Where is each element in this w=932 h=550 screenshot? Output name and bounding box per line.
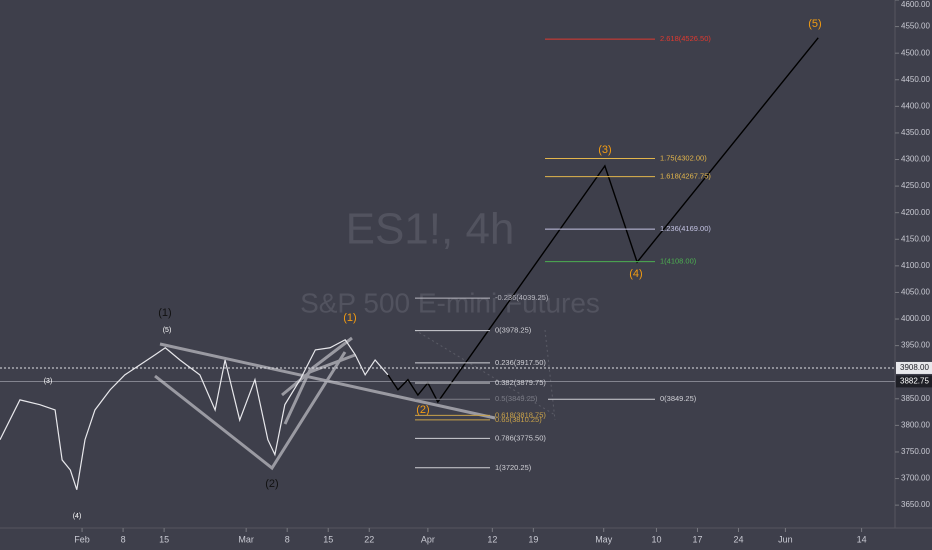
fib-label: -0.236(4039.25) [495, 293, 549, 302]
x-tick-label: 17 [692, 534, 702, 544]
fib-label: 1.618(4267.75) [660, 172, 711, 181]
price-line [0, 338, 389, 490]
wave-label: (2) [265, 478, 278, 490]
fib-label: 0.236(3917.50) [495, 358, 546, 367]
fib-label: 1.236(4169.00) [660, 224, 711, 233]
x-tick-label: 22 [364, 534, 374, 544]
fib-guides [414, 329, 556, 421]
wedge-line [154, 351, 347, 471]
wave-label: (4) [73, 513, 82, 520]
fib-label: 0(3978.25) [495, 326, 532, 335]
fib-label: 0(3849.25) [660, 394, 697, 403]
x-tick-label: Feb [74, 534, 90, 544]
y-tick-label: 4350.00 [901, 128, 930, 137]
guide [414, 329, 556, 416]
fib-label: 0.5(3849.25) [495, 394, 538, 403]
x-tick-label: 8 [285, 534, 290, 544]
fib-label: 1(3720.25) [495, 463, 532, 472]
y-tick-label: 4000.00 [901, 314, 930, 323]
y-tick-label: 4300.00 [901, 155, 930, 164]
fib-label: 0.618(3818.75) [495, 410, 546, 419]
y-tick-label: 3650.00 [901, 500, 930, 509]
x-tick-label: 12 [487, 534, 497, 544]
wave-label: (5) [808, 18, 821, 30]
wave-label: (2) [416, 404, 429, 416]
price-tag-box [896, 361, 932, 374]
fib-label: 1(4108.00) [660, 257, 697, 266]
x-tick-label: Mar [238, 534, 254, 544]
y-tick-label: 4200.00 [901, 208, 930, 217]
x-tick-label: 10 [651, 534, 661, 544]
y-tick-label: 3700.00 [901, 474, 930, 483]
y-tick-label: 4100.00 [901, 261, 930, 270]
x-tick-label: 15 [159, 534, 169, 544]
x-tick-label: Apr [421, 534, 435, 544]
price-tag-box [896, 375, 932, 388]
y-tick-label: 3950.00 [901, 341, 930, 350]
guide [544, 329, 556, 421]
y-tick-label: 4500.00 [901, 48, 930, 57]
x-tick-label: 14 [857, 534, 867, 544]
fib-label: 2.618(4526.50) [660, 34, 711, 43]
wave-label: (4) [629, 268, 642, 280]
x-tick-label: 24 [733, 534, 743, 544]
fib-label: 0.786(3775.50) [495, 433, 546, 442]
channel-line [281, 353, 356, 397]
y-tick-label: 4150.00 [901, 234, 930, 243]
watermark-subtitle: S&P 500 E-mini Futures [300, 287, 600, 318]
fib-label: 1.75(4302.00) [660, 153, 707, 162]
fib-label: 0.382(3879.75) [495, 378, 546, 387]
trend-lines [154, 336, 496, 471]
x-tick-label: May [595, 534, 613, 544]
price-tag-label: 3882.75 [900, 376, 929, 385]
wave-label: (5) [163, 327, 172, 334]
y-tick-label: 3800.00 [901, 420, 930, 429]
price-tag-label: 3908.00 [900, 363, 929, 372]
y-tick-label: 3850.00 [901, 394, 930, 403]
wave-label: (3) [598, 144, 611, 156]
y-tick-label: 4600.00 [901, 0, 930, 9]
x-tick-label: 8 [121, 534, 126, 544]
wave-label: (1) [343, 312, 356, 324]
y-tick-label: 4450.00 [901, 75, 930, 84]
channel-line [283, 336, 353, 425]
x-tick-label: 19 [528, 534, 538, 544]
y-tick-label: 4050.00 [901, 288, 930, 297]
fib-label: 0.65(3810.25) [495, 415, 542, 424]
wave-label: (1) [158, 307, 171, 319]
x-tick-label: 15 [323, 534, 333, 544]
x-tick-label: Jun [778, 534, 793, 544]
wave-label: (3) [44, 378, 53, 385]
y-tick-label: 4250.00 [901, 181, 930, 190]
watermark-title: ES1!, 4h [346, 205, 515, 254]
y-tick-label: 4400.00 [901, 101, 930, 110]
y-tick-label: 3750.00 [901, 447, 930, 456]
y-tick-label: 4550.00 [901, 22, 930, 31]
